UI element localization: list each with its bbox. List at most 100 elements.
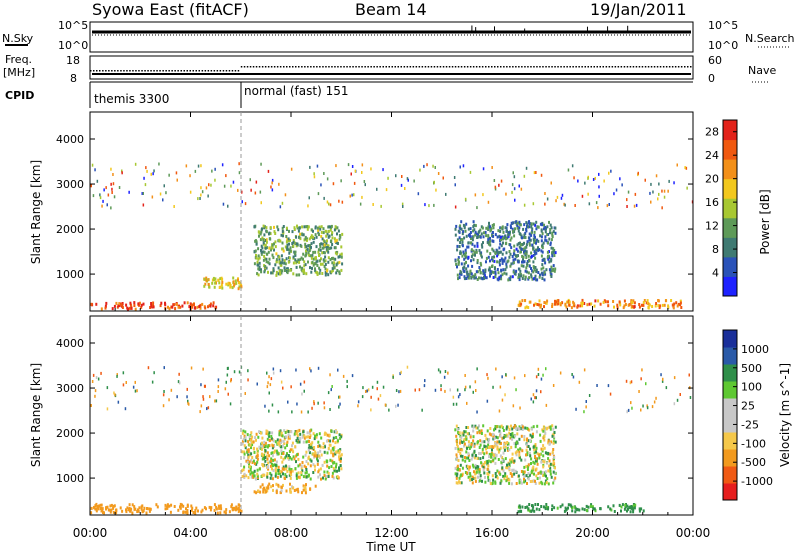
nsearch-label: N.Search bbox=[745, 32, 795, 45]
scatter-cell bbox=[287, 458, 290, 461]
scatter-cell bbox=[501, 225, 504, 229]
scatter-cell bbox=[285, 226, 288, 230]
scatter-cell bbox=[340, 467, 343, 471]
ytick-label: 1000 bbox=[56, 268, 84, 281]
scatter-cell bbox=[227, 281, 230, 285]
scatter-cell bbox=[517, 448, 520, 452]
scatter-cell bbox=[286, 238, 289, 241]
scatter-cell bbox=[208, 183, 210, 187]
scatter-cell bbox=[243, 465, 246, 469]
scatter-cell bbox=[459, 481, 462, 485]
scatter-cell bbox=[264, 246, 267, 250]
scatter-cell bbox=[319, 243, 322, 246]
scatter-cell bbox=[121, 509, 124, 513]
scatter-cell bbox=[487, 268, 490, 272]
scatter-cell bbox=[607, 384, 610, 388]
scatter-cell bbox=[246, 460, 249, 464]
scatter-cell bbox=[460, 262, 463, 266]
scatter-cell bbox=[133, 304, 136, 307]
scatter-cell bbox=[284, 473, 287, 477]
scatter-cell bbox=[280, 254, 283, 258]
scatter-cell bbox=[252, 471, 255, 475]
scatter-cell bbox=[279, 438, 282, 442]
scatter-cell bbox=[510, 482, 513, 486]
scatter-cell bbox=[241, 439, 244, 443]
scatter-cell bbox=[288, 248, 291, 252]
scatter-cell bbox=[655, 174, 658, 178]
scatter-cell bbox=[533, 276, 536, 280]
scatter-cell bbox=[531, 435, 534, 439]
scatter-cell bbox=[319, 227, 322, 231]
scatter-cell bbox=[461, 232, 464, 236]
scatter-cell bbox=[271, 246, 274, 250]
scatter-cell bbox=[363, 180, 366, 183]
scatter-cell bbox=[338, 457, 341, 461]
scatter-cell bbox=[331, 385, 333, 388]
scatter-cell bbox=[518, 222, 521, 226]
scatter-cell bbox=[506, 229, 508, 233]
scatter-cell bbox=[509, 433, 512, 436]
scatter-cell bbox=[468, 478, 471, 482]
scatter-cell bbox=[90, 184, 92, 188]
scatter-cell bbox=[160, 301, 163, 305]
nave-dot bbox=[475, 66, 478, 68]
scatter-cell bbox=[385, 188, 388, 192]
scatter-cell bbox=[460, 473, 463, 477]
scatter-cell bbox=[250, 471, 253, 475]
scatter-cell bbox=[472, 390, 474, 394]
scatter-cell bbox=[314, 434, 316, 438]
scatter-cell bbox=[534, 266, 537, 269]
scatter-cell bbox=[526, 270, 529, 274]
scatter-cell bbox=[295, 368, 297, 372]
scatter-cell bbox=[517, 276, 520, 280]
scatter-cell bbox=[313, 402, 315, 406]
scatter-cell bbox=[279, 205, 282, 209]
scatter-cell bbox=[270, 457, 273, 461]
scatter-cell bbox=[629, 510, 632, 514]
scatter-cell bbox=[457, 467, 459, 470]
nave-dot bbox=[249, 66, 252, 68]
scatter-cell bbox=[300, 266, 303, 270]
scatter-cell bbox=[483, 440, 486, 444]
nave-dot bbox=[358, 66, 360, 68]
scatter-cell bbox=[533, 447, 536, 451]
scatter-cell bbox=[512, 468, 515, 472]
scatter-cell bbox=[457, 258, 460, 262]
scatter-cell bbox=[189, 174, 191, 178]
scatter-cell bbox=[496, 235, 499, 239]
scatter-cell bbox=[594, 509, 597, 513]
scatter-cell bbox=[306, 431, 309, 435]
scatter-cell bbox=[534, 459, 537, 463]
scatter-cell bbox=[354, 169, 357, 173]
scatter-cell bbox=[266, 457, 269, 461]
scatter-cell bbox=[227, 392, 229, 396]
scatter-cell bbox=[249, 178, 251, 182]
nave-dot bbox=[343, 66, 345, 68]
scatter-cell bbox=[181, 304, 184, 308]
scatter-cell bbox=[467, 426, 470, 429]
beam-title: Beam 14 bbox=[355, 0, 427, 19]
scatter-cell bbox=[530, 267, 532, 270]
scatter-cell bbox=[253, 490, 256, 494]
scatter-cell bbox=[638, 390, 640, 393]
scatter-cell bbox=[296, 429, 299, 433]
scatter-cell bbox=[584, 181, 586, 185]
nave-dot bbox=[183, 70, 185, 72]
nave-dot bbox=[599, 66, 601, 68]
scatter-cell bbox=[317, 451, 320, 455]
scatter-cell bbox=[318, 254, 320, 257]
scatter-cell bbox=[486, 399, 489, 403]
scatter-cell bbox=[203, 277, 206, 281]
noise-tick-top-right: 10^5 bbox=[708, 19, 738, 32]
scatter-cell bbox=[534, 252, 536, 256]
scatter-cell bbox=[526, 444, 529, 448]
scatter-cell bbox=[279, 272, 282, 276]
scatter-cell bbox=[133, 505, 136, 509]
scatter-cell bbox=[252, 440, 255, 444]
scatter-cell bbox=[269, 232, 272, 236]
scatter-cell bbox=[495, 443, 498, 447]
scatter-cell bbox=[272, 469, 275, 472]
scatter-cell bbox=[286, 243, 289, 247]
scatter-cell bbox=[563, 509, 566, 513]
scatter-cell bbox=[229, 285, 232, 289]
